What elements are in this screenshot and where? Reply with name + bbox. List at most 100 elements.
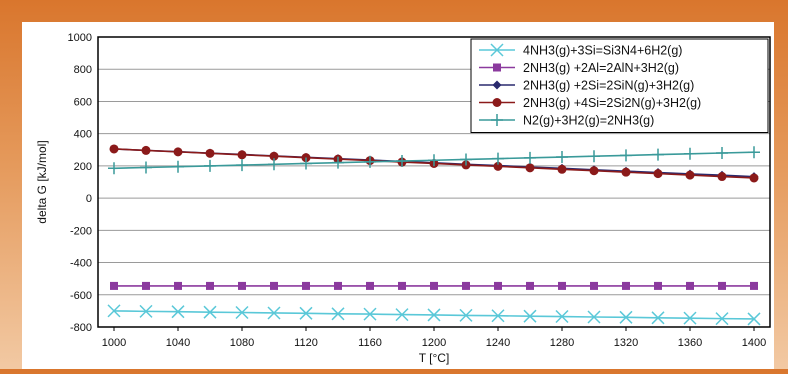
y-tick-label-1: -600 xyxy=(70,290,92,302)
series-1-point-3 xyxy=(206,281,214,290)
x-axis-label: T [°C] xyxy=(419,351,450,365)
legend-swatch-marker-4 xyxy=(491,114,503,126)
series-1-point-4 xyxy=(238,281,246,290)
series-1-point-17 xyxy=(654,281,662,290)
series-0-point-10 xyxy=(427,308,441,322)
series-4-point-18 xyxy=(684,147,696,160)
x-axis-ticks: 1000 1040 1080 1120 1160 1200 1240 1280 1320 1360… xyxy=(102,327,766,349)
series-1 xyxy=(110,281,758,290)
legend-swatch-marker-1 xyxy=(493,63,501,72)
series-4-point-19 xyxy=(716,147,728,159)
legend-entry-3: 2NH3(g) +4Si=2Si2N(g)+3H2(g) xyxy=(523,96,701,110)
series-4-point-13 xyxy=(524,151,536,164)
series-4-point-2 xyxy=(172,160,184,173)
x-tick-label-8: 1320 xyxy=(614,337,638,349)
x-tick-label-4: 1160 xyxy=(358,337,382,349)
series-0-point-12 xyxy=(491,309,505,323)
series-4-point-7 xyxy=(332,156,344,169)
legend-swatch-marker-3 xyxy=(492,98,502,107)
x-tick-label-0: 1000 xyxy=(102,337,126,349)
x-tick-label-2: 1080 xyxy=(230,337,254,349)
legend-entry-4: N2(g)+3H2(g)=2NH3(g) xyxy=(523,114,654,128)
chart-panel: -800 -600 -400 -200 0 200 400 600 800 1000 1000 10… xyxy=(22,22,774,369)
series-4 xyxy=(108,146,760,175)
series-0-point-8 xyxy=(363,307,377,321)
series-3-point-15 xyxy=(589,166,599,176)
y-tick-label-7: 600 xyxy=(74,96,92,108)
series-1-point-1 xyxy=(142,281,150,290)
series-0-point-2 xyxy=(171,305,185,319)
series-4-point-3 xyxy=(204,159,216,172)
series-1-point-6 xyxy=(302,281,310,290)
x-tick-label-1: 1040 xyxy=(166,337,190,349)
y-tick-label-3: -200 xyxy=(70,225,92,237)
y-tick-label-2: -400 xyxy=(70,258,92,270)
series-1-point-16 xyxy=(622,281,630,290)
series-3-point-17 xyxy=(653,169,663,179)
series-1-point-12 xyxy=(494,281,502,290)
legend-swatch-marker-0 xyxy=(490,43,504,57)
series-1-point-8 xyxy=(366,281,374,290)
x-tick-label-10: 1400 xyxy=(742,337,766,349)
series-4-point-14 xyxy=(556,151,568,164)
y-tick-label-5: 200 xyxy=(74,161,92,173)
series-4-point-9 xyxy=(396,155,408,168)
series-1-point-9 xyxy=(398,281,406,290)
series-layer xyxy=(107,144,761,326)
legend-swatch-marker-2 xyxy=(492,80,502,90)
series-3-point-18 xyxy=(685,170,695,180)
series-1-point-5 xyxy=(270,281,278,290)
series-1-point-14 xyxy=(558,281,566,290)
series-1-point-10 xyxy=(430,281,438,290)
y-tick-label-6: 400 xyxy=(74,129,92,141)
series-4-point-8 xyxy=(364,155,376,168)
series-3-point-3 xyxy=(205,148,215,158)
legend-entry-1: 2NH3(g) +2Al=2AlN+3H2(g) xyxy=(523,61,679,75)
series-4-point-1 xyxy=(140,161,152,174)
series-4-point-4 xyxy=(236,159,248,172)
y-tick-label-9: 1000 xyxy=(68,32,92,44)
y-tick-label-4: 0 xyxy=(86,193,92,205)
series-3-point-5 xyxy=(269,151,279,161)
legend: 4NH3(g)+3Si=Si3N4+6H2(g) 2NH3(g) +2Al=2Al… xyxy=(470,38,769,133)
series-3-point-2 xyxy=(173,147,183,157)
series-4-point-20 xyxy=(748,146,760,159)
series-0-point-17 xyxy=(651,311,665,325)
series-1-point-0 xyxy=(110,281,118,290)
series-1-point-2 xyxy=(174,281,182,290)
series-1-point-7 xyxy=(334,281,342,290)
x-tick-label-5: 1200 xyxy=(422,337,446,349)
series-3-point-1 xyxy=(141,145,151,155)
series-1-point-20 xyxy=(750,281,758,290)
series-0-point-0 xyxy=(107,304,121,318)
series-0-point-20 xyxy=(747,312,761,326)
series-4-point-0 xyxy=(108,162,120,175)
x-tick-label-6: 1240 xyxy=(486,337,510,349)
y-axis-ticks: -800 -600 -400 -200 0 200 400 600 800 1000 xyxy=(68,32,92,334)
legend-entry-2: 2NH3(g) +2Si=2SiN(g)+3H2(g) xyxy=(523,79,694,93)
x-tick-label-9: 1360 xyxy=(678,337,702,349)
series-4-point-15 xyxy=(588,150,600,163)
y-tick-label-0: -800 xyxy=(70,322,92,334)
legend-entry-0: 4NH3(g)+3Si=Si3N4+6H2(g) xyxy=(523,44,682,58)
series-3-point-0 xyxy=(109,144,119,154)
series-3-point-19 xyxy=(717,172,727,182)
series-4-point-6 xyxy=(300,157,312,170)
series-3-point-13 xyxy=(525,163,535,173)
x-tick-label-3: 1120 xyxy=(294,337,318,349)
series-1-point-18 xyxy=(686,281,694,290)
series-0-point-16 xyxy=(619,310,633,324)
series-4-point-16 xyxy=(620,149,632,162)
series-0-point-4 xyxy=(235,305,249,320)
series-0-point-1 xyxy=(139,304,153,318)
series-4-point-12 xyxy=(492,152,504,165)
series-0-point-5 xyxy=(267,306,281,320)
series-0-point-9 xyxy=(395,308,409,322)
series-0-point-15 xyxy=(587,310,601,324)
series-4-point-10 xyxy=(428,154,440,167)
series-1-point-13 xyxy=(526,281,534,290)
series-3-point-20 xyxy=(749,173,759,183)
series-3-point-12 xyxy=(493,161,503,171)
